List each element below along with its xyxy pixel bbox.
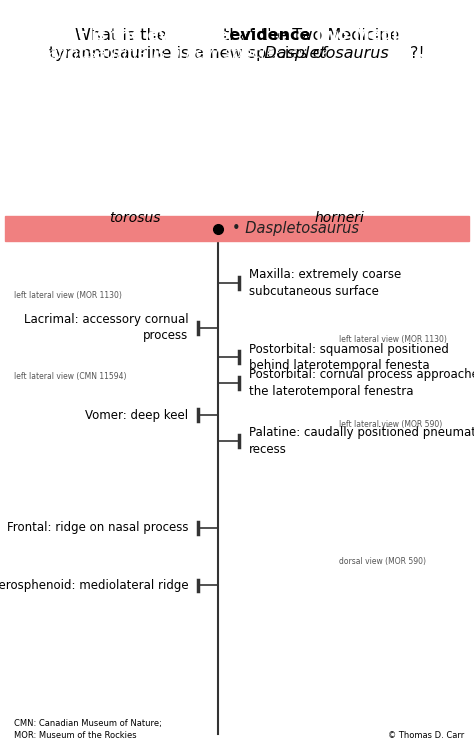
Text: evidence: evidence bbox=[162, 28, 310, 43]
Text: Postorbital: cornual process approaches
the laterotemporal fenestra: Postorbital: cornual process approaches … bbox=[248, 368, 474, 398]
Text: Lacrimal: accessory cornual
process: Lacrimal: accessory cornual process bbox=[24, 313, 188, 342]
Text: Laterosphenoid: mediolateral ridge: Laterosphenoid: mediolateral ridge bbox=[0, 579, 188, 592]
Text: horneri: horneri bbox=[314, 212, 364, 225]
Text: © Thomas D. Carr: © Thomas D. Carr bbox=[388, 730, 465, 739]
Text: tyrannosaurine is a new species of                ?!: tyrannosaurine is a new species of ?! bbox=[49, 46, 425, 61]
Text: Frontal: ridge on nasal process: Frontal: ridge on nasal process bbox=[7, 521, 188, 534]
Text: Daspletosaurus: Daspletosaurus bbox=[85, 46, 389, 61]
Text: left lateral view (MOR 590): left lateral view (MOR 590) bbox=[339, 420, 442, 429]
Text: torosus: torosus bbox=[109, 212, 161, 225]
Text: Palatine: caudally positioned pneumatic
recess: Palatine: caudally positioned pneumatic … bbox=[248, 426, 474, 456]
Text: left lateral view (CMN 11594): left lateral view (CMN 11594) bbox=[14, 372, 127, 381]
Bar bbox=[5, 216, 469, 241]
Text: Vomer: deep keel: Vomer: deep keel bbox=[85, 408, 188, 422]
Text: Maxilla: extremely coarse
subcutaneous surface: Maxilla: extremely coarse subcutaneous s… bbox=[248, 268, 401, 298]
Text: • Daspletosaurus: • Daspletosaurus bbox=[232, 222, 359, 236]
Text: CMN: Canadian Museum of Nature;
MOR: Museum of the Rockies: CMN: Canadian Museum of Nature; MOR: Mus… bbox=[14, 719, 162, 739]
Text: left lateral view (MOR 1130): left lateral view (MOR 1130) bbox=[339, 335, 447, 344]
Text: left lateral view (MOR 1130): left lateral view (MOR 1130) bbox=[14, 290, 122, 299]
Text: Postorbital: squamosal positioned
behind laterotemporal fenesta: Postorbital: squamosal positioned behind… bbox=[248, 342, 448, 372]
Text: dorsal view (MOR 590): dorsal view (MOR 590) bbox=[339, 557, 426, 566]
Text: What is the           that the Two Medicine: What is the that the Two Medicine bbox=[75, 28, 399, 43]
Text: What is the evidence that the Two Medicine: What is the evidence that the Two Medici… bbox=[38, 28, 436, 43]
Text: What is the evidence that the Two Medicine: What is the evidence that the Two Medici… bbox=[62, 28, 412, 43]
Text: tyrannosaurine is a new species of Daspletosaurus?!: tyrannosaurine is a new species of Daspl… bbox=[26, 46, 448, 61]
